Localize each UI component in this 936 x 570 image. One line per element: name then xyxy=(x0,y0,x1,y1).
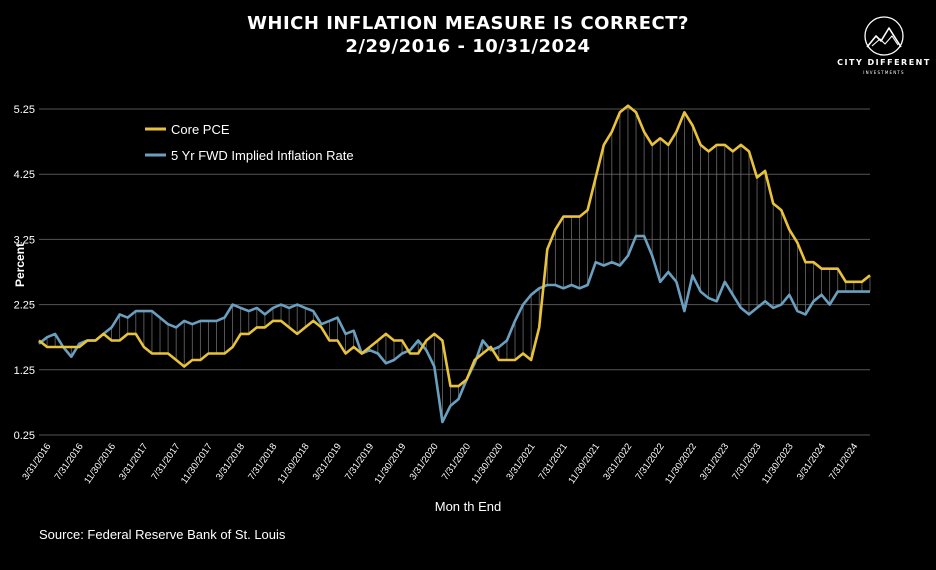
x-tick-label: 7/31/2024 xyxy=(827,441,860,482)
city-different-logo: CITY DIFFERENT INVESTMENTS xyxy=(836,14,932,94)
x-tick-label: 7/31/2018 xyxy=(246,441,279,482)
x-tick-label: 7/31/2022 xyxy=(633,441,666,482)
y-tick-label: 4.25 xyxy=(14,169,35,181)
y-tick-label: 1.25 xyxy=(14,365,35,377)
x-tick-label: 11/30/2019 xyxy=(373,441,409,486)
x-tick-label: 3/31/2022 xyxy=(601,441,634,482)
x-tick-label: 3/31/2016 xyxy=(20,441,53,482)
x-tick-label: 3/31/2019 xyxy=(311,441,344,482)
x-tick-label: 11/30/2016 xyxy=(82,441,118,486)
x-tick-label: 7/31/2016 xyxy=(53,441,86,482)
x-tick-label: 3/31/2017 xyxy=(117,441,150,482)
x-tick-label: 3/31/2018 xyxy=(214,441,247,482)
logo-subtitle: INVESTMENTS xyxy=(863,70,905,75)
fwd-rate-line xyxy=(38,234,870,424)
legend-label: 5 Yr FWD Implied Inflation Rate xyxy=(171,148,354,163)
x-tick-label: 7/31/2020 xyxy=(440,441,473,482)
y-tick-label: 3.25 xyxy=(14,234,35,246)
x-tick-label: 3/31/2023 xyxy=(698,441,731,482)
x-tick-label: 11/30/2023 xyxy=(760,441,796,486)
x-tick-label: 7/31/2021 xyxy=(537,441,570,482)
mountain-circle-logo-icon xyxy=(864,16,904,56)
chart-title-line1: WHICH INFLATION MEASURE IS CORRECT? xyxy=(247,13,689,34)
x-tick-label: 3/31/2021 xyxy=(504,441,537,482)
x-tick-label: 11/30/2017 xyxy=(179,441,215,486)
y-axis-title: Percent xyxy=(13,243,27,287)
chart-title: WHICH INFLATION MEASURE IS CORRECT? 2/29… xyxy=(0,12,936,58)
chart-subtitle: 2/29/2016 - 10/31/2024 xyxy=(345,36,591,57)
x-tick-label: 3/31/2024 xyxy=(795,441,828,482)
x-tick-label: 11/30/2022 xyxy=(663,441,699,486)
x-tick-label: 7/31/2019 xyxy=(343,441,376,482)
legend-label: Core PCE xyxy=(171,122,230,137)
x-tick-label: 11/30/2021 xyxy=(566,441,602,486)
core-pce-line xyxy=(38,104,871,388)
x-tick-label: 7/31/2023 xyxy=(730,441,763,482)
source-note: Source: Federal Reserve Bank of St. Loui… xyxy=(39,527,286,542)
x-tick-label: 11/30/2020 xyxy=(469,441,505,486)
y-tick-label: 5.25 xyxy=(14,104,35,116)
x-tick-label: 7/31/2017 xyxy=(149,441,182,482)
x-tick-label: 3/31/2020 xyxy=(408,441,441,482)
x-axis-title: Mon th End xyxy=(435,499,502,514)
y-tick-label: 0.25 xyxy=(14,430,35,442)
logo-name: CITY DIFFERENT xyxy=(837,58,931,67)
y-tick-label: 2.25 xyxy=(14,300,35,312)
x-tick-label: 11/30/2018 xyxy=(276,441,312,486)
